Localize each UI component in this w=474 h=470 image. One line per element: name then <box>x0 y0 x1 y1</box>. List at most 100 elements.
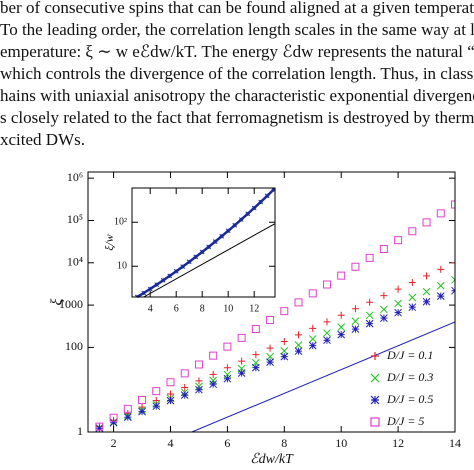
data-point <box>251 324 260 333</box>
data-point <box>365 253 374 262</box>
data-point <box>365 319 374 328</box>
data-point <box>408 227 417 236</box>
data-point <box>337 323 346 332</box>
data-point <box>437 265 445 273</box>
data-point <box>152 402 161 411</box>
legend-marker <box>371 352 379 360</box>
y-tick-label: 100 <box>65 339 83 353</box>
data-point <box>160 277 166 283</box>
data-point <box>186 259 192 265</box>
data-point <box>337 271 346 280</box>
x-tick-label: 4 <box>168 436 174 450</box>
data-point <box>225 228 231 234</box>
data-point <box>322 280 331 289</box>
y-tick-label: 10⁶ <box>67 170 83 184</box>
data-point <box>147 286 153 292</box>
data-point <box>365 311 374 320</box>
text-line: s closely related to the fact that ferro… <box>0 108 474 127</box>
data-point <box>394 299 402 308</box>
plot-area <box>132 188 275 297</box>
data-point <box>258 199 264 205</box>
data-point <box>323 318 331 326</box>
text-line: which controls the divergence of the cor… <box>0 64 474 83</box>
data-point <box>294 347 303 356</box>
y-tick-label: 10⁴ <box>67 255 83 269</box>
data-point <box>308 341 317 350</box>
data-point <box>219 233 225 239</box>
data-point <box>195 385 203 394</box>
data-point <box>195 377 203 385</box>
data-point <box>251 363 260 372</box>
reference-line <box>143 223 275 297</box>
data-point <box>194 360 203 369</box>
legend-label: D/J = 0.1 <box>386 348 433 362</box>
data-point <box>280 307 289 316</box>
data-point <box>251 205 257 211</box>
data-point <box>109 413 118 422</box>
data-point <box>408 303 417 312</box>
data-point <box>408 279 416 286</box>
data-point <box>138 407 146 416</box>
data-point <box>109 418 118 427</box>
data-point <box>167 390 175 398</box>
data-point <box>380 314 388 323</box>
data-point <box>280 352 289 361</box>
data-point <box>408 293 417 302</box>
data-point <box>166 378 175 387</box>
data-point <box>280 347 289 355</box>
data-point <box>209 370 217 378</box>
data-point <box>379 244 388 253</box>
series-line <box>136 188 275 299</box>
y-axis-label: ξ <box>49 298 66 305</box>
x-tick-label: 6 <box>224 436 230 450</box>
x-tick-label: 14 <box>449 436 461 450</box>
data-point <box>280 337 288 345</box>
data-point <box>366 298 374 306</box>
data-point <box>266 344 274 352</box>
x-tick-label: 10 <box>335 436 347 450</box>
x-tick-label: 12 <box>392 436 404 450</box>
data-point <box>95 424 104 432</box>
text-line: emperature: ξ ∼ w eℰdw/kT. The energy ℰd… <box>0 42 474 61</box>
paragraph: ber of consecutive spins that can be fou… <box>0 0 474 160</box>
y-axis-label: ξ/w <box>102 234 116 250</box>
data-point <box>209 351 218 360</box>
data-point <box>351 317 360 326</box>
data-point <box>180 391 189 400</box>
data-point <box>308 335 317 343</box>
x-tick-label: 4 <box>148 303 153 314</box>
data-point <box>181 383 189 391</box>
data-point <box>238 357 246 365</box>
text-line: To the leading order, the correlation le… <box>0 20 474 39</box>
y-tick-label: 10² <box>114 217 127 228</box>
legend-marker <box>370 395 380 405</box>
data-point <box>180 264 186 270</box>
data-point <box>238 217 244 222</box>
reference-line <box>191 321 455 432</box>
data-point <box>380 292 388 300</box>
y-tick-label: 1 <box>77 424 83 438</box>
data-point <box>309 324 317 332</box>
x-tick-label: 8 <box>200 303 205 314</box>
data-point <box>451 200 455 209</box>
data-point <box>436 209 445 218</box>
data-point <box>323 329 331 337</box>
data-point <box>323 336 331 345</box>
data-point <box>436 281 445 290</box>
data-point <box>423 272 431 280</box>
data-point <box>436 292 445 300</box>
data-point <box>394 285 402 293</box>
data-point <box>308 289 317 298</box>
data-point <box>394 236 403 245</box>
data-point <box>166 396 175 405</box>
text-line: hains with uniaxial anisotropy the chara… <box>0 86 474 105</box>
data-point <box>245 211 251 217</box>
data-point <box>351 262 360 271</box>
data-point <box>209 380 218 389</box>
data-point <box>266 358 274 366</box>
data-point <box>223 364 231 372</box>
data-point <box>193 254 199 260</box>
data-point <box>337 311 345 319</box>
y-tick-label: 1000 <box>59 297 83 311</box>
